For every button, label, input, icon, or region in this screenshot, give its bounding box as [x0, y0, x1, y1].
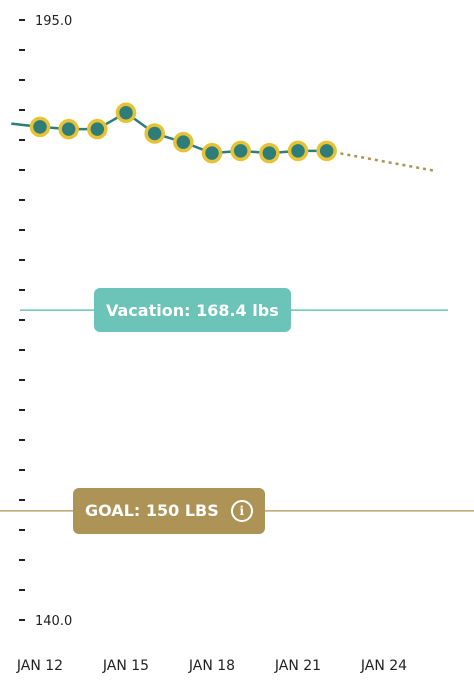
data-points: [29, 102, 337, 164]
data-point[interactable]: [144, 123, 165, 144]
data-point[interactable]: [201, 142, 223, 164]
data-point[interactable]: [287, 140, 309, 162]
y-axis-ticks: 195.0 140.0: [19, 14, 72, 629]
x-tick-label: JAN 18: [188, 658, 235, 674]
vacation-badge[interactable]: Vacation: 168.4 lbs: [94, 288, 291, 333]
data-point[interactable]: [230, 140, 251, 162]
info-icon[interactable]: i: [230, 499, 253, 522]
data-point[interactable]: [29, 116, 51, 138]
data-point[interactable]: [316, 140, 337, 162]
data-point[interactable]: [58, 118, 79, 140]
y-tick-label: 140.0: [35, 614, 72, 629]
data-point[interactable]: [173, 131, 194, 153]
trend-projection-line: [326, 149, 434, 172]
data-point[interactable]: [87, 118, 108, 140]
reference-lines: [0, 309, 474, 512]
data-point[interactable]: [115, 102, 137, 123]
x-tick-label: JAN 21: [274, 658, 321, 674]
data-point[interactable]: [259, 142, 280, 164]
x-tick-label: JAN 15: [102, 658, 149, 674]
x-tick-label: JAN 24: [360, 658, 407, 674]
x-tick-label: JAN 12: [16, 658, 63, 674]
series-line: [11, 111, 327, 155]
goal-badge-label: GOAL: 150 LBS: [85, 501, 219, 521]
x-axis-labels: JAN 12 JAN 15 JAN 18 JAN 21 JAN 24: [16, 658, 407, 674]
vacation-badge-label: Vacation: 168.4 lbs: [106, 300, 279, 320]
goal-badge[interactable]: GOAL: 150 LBS i: [73, 487, 265, 534]
y-tick-label: 195.0: [35, 14, 72, 29]
